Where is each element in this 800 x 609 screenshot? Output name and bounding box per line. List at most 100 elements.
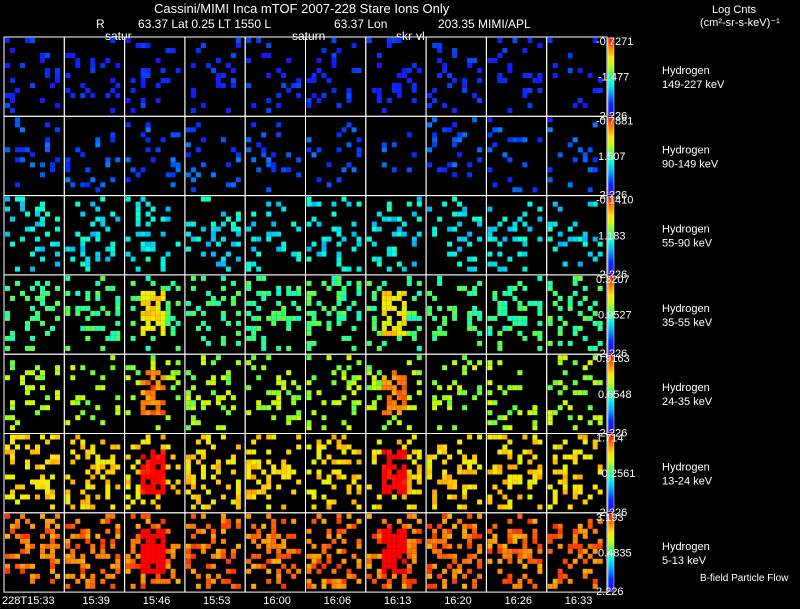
heatmap-cell: [195, 573, 201, 579]
heatmap-cell: [85, 454, 91, 460]
heatmap-cell: [592, 380, 598, 386]
heatmap-cell: [281, 518, 287, 524]
heatmap-cell: [225, 484, 231, 490]
heatmap-cell: [115, 157, 121, 163]
heatmap-cell: [341, 167, 347, 173]
heatmap-cell: [411, 152, 417, 158]
heatmap-cell: [150, 538, 156, 544]
heatmap-cell: [472, 305, 478, 311]
heatmap-cell: [356, 280, 362, 286]
heatmap-cell: [65, 573, 71, 579]
heatmap-cell: [246, 558, 252, 564]
heatmap-cell: [281, 206, 287, 212]
heatmap-cell: [502, 449, 508, 455]
heatmap-cell: [517, 251, 523, 257]
heatmap-cell: [160, 528, 166, 534]
heatmap-cell: [130, 280, 136, 286]
heatmap-cell: [351, 474, 357, 480]
heatmap-cell: [100, 538, 106, 544]
heatmap-cell: [10, 425, 15, 431]
heatmap-cell: [215, 469, 221, 475]
heatmap-cell: [376, 330, 382, 336]
heatmap-cell: [497, 340, 503, 346]
heatmap-cell: [326, 553, 332, 559]
heatmap-cell: [210, 300, 216, 306]
heatmap-cell: [311, 494, 317, 500]
heatmap-cell: [537, 345, 543, 351]
heatmap-cell: [110, 78, 116, 83]
heatmap-cell: [105, 335, 111, 341]
heatmap-cell: [266, 459, 272, 465]
heatmap-cell: [145, 410, 151, 416]
heatmap-cell: [246, 568, 252, 574]
heatmap-cell: [80, 152, 86, 158]
heatmap-cell: [205, 563, 211, 569]
heatmap-cell: [597, 285, 603, 291]
heatmap-cell: [266, 108, 272, 113]
heatmap-cell: [477, 385, 483, 391]
heatmap-cell: [75, 533, 81, 539]
heatmap-cell: [356, 290, 362, 296]
heatmap-cell: [391, 216, 397, 222]
heatmap-cell: [281, 83, 287, 88]
heatmap-cell: [35, 221, 40, 227]
heatmap-cell: [35, 444, 40, 450]
heatmap-cell: [557, 568, 563, 574]
heatmap-cell: [271, 390, 277, 396]
heatmap-cell: [356, 375, 362, 381]
heatmap-cell: [5, 196, 10, 202]
heatmap-cell: [155, 370, 161, 376]
heatmap-cell: [110, 543, 116, 549]
heatmap-cell: [150, 216, 156, 222]
heatmap-cell: [200, 275, 206, 281]
heatmap-cell: [462, 469, 468, 475]
heatmap-cell: [251, 221, 257, 227]
heatmap-cell: [401, 464, 407, 470]
heatmap-cell: [40, 295, 45, 301]
heatmap-cell: [5, 335, 10, 341]
heatmap-cell: [246, 410, 252, 416]
heatmap-cell: [437, 280, 443, 286]
heatmap-cell: [246, 360, 252, 366]
heatmap-cell: [190, 474, 196, 480]
heatmap-cell: [512, 320, 518, 326]
heatmap-cell: [50, 543, 55, 549]
heatmap-cell: [376, 494, 382, 500]
heatmap-cell: [261, 295, 267, 301]
heatmap-cell: [140, 513, 146, 519]
heatmap-cell: [145, 434, 151, 440]
heatmap-cell: [10, 415, 15, 421]
heatmap-cell: [25, 538, 30, 544]
x-tick-label: 16:13: [384, 595, 412, 607]
heatmap-cell: [110, 251, 116, 257]
heatmap-cell: [391, 568, 397, 574]
heatmap-cell: [321, 459, 327, 465]
heatmap-cell: [256, 266, 262, 272]
heatmap-cell: [411, 236, 417, 242]
heatmap-cell: [276, 201, 282, 207]
heatmap-cell: [497, 53, 503, 58]
heatmap-cell: [286, 420, 292, 426]
heatmap-cell: [40, 290, 45, 296]
heatmap-cell: [55, 434, 60, 440]
heatmap-cell: [447, 494, 453, 500]
heatmap-cell: [30, 305, 35, 311]
heatmap-cell: [592, 583, 598, 589]
heatmap-cell: [105, 58, 111, 63]
heatmap-cell: [105, 162, 111, 168]
heatmap-cell: [582, 295, 588, 301]
heatmap-cell: [155, 295, 161, 301]
heatmap-cell: [537, 236, 543, 242]
heatmap-cell: [45, 494, 50, 500]
heatmap-cell: [437, 553, 443, 559]
heatmap-cell: [185, 474, 191, 480]
heatmap-cell: [376, 63, 382, 68]
heatmap-cell: [401, 484, 407, 490]
heatmap-cell: [55, 558, 60, 564]
heatmap-cell: [597, 489, 603, 495]
heatmap-cell: [442, 583, 448, 589]
heatmap-cell: [261, 345, 267, 351]
heatmap-cell: [110, 444, 116, 450]
heatmap-cell: [140, 330, 146, 336]
heatmap-cell: [55, 365, 60, 371]
